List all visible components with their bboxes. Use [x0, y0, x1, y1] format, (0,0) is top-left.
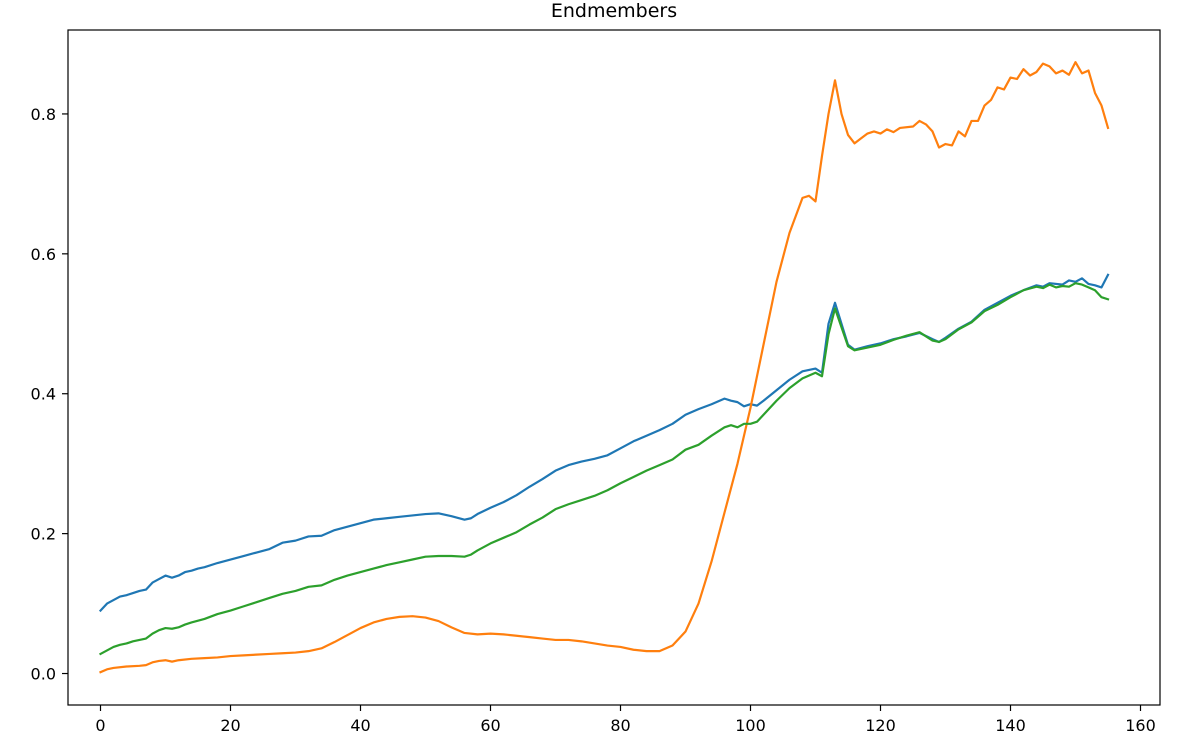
x-tick-label: 80	[610, 716, 630, 735]
series-line-1	[98, 273, 1110, 613]
series-lines	[98, 61, 1110, 674]
y-tick-label: 0.2	[31, 525, 56, 544]
x-tick-label: 40	[350, 716, 370, 735]
plot-area	[98, 61, 1110, 674]
y-tick-label: 0.4	[31, 385, 56, 404]
series-line-2	[99, 61, 1110, 674]
x-tick-label: 160	[1125, 716, 1156, 735]
chart-title: Endmembers	[551, 0, 677, 22]
x-tick-label: 0	[95, 716, 105, 735]
axes-frame	[67, 29, 1161, 706]
x-tick-label: 100	[735, 716, 766, 735]
y-tick-label: 0.0	[31, 665, 56, 684]
x-tick-label: 60	[480, 716, 500, 735]
x-tick-label: 120	[865, 716, 896, 735]
y-tick-label: 0.8	[31, 105, 56, 124]
x-tick-label: 140	[995, 716, 1026, 735]
y-tick-label: 0.6	[31, 245, 56, 264]
x-tick-label: 20	[220, 716, 240, 735]
axes: 0 20 40 60 80 100 120 140 160 0.0 0.2 0.4 0.6 0.8	[31, 29, 1161, 735]
series-line-3	[99, 282, 1110, 656]
